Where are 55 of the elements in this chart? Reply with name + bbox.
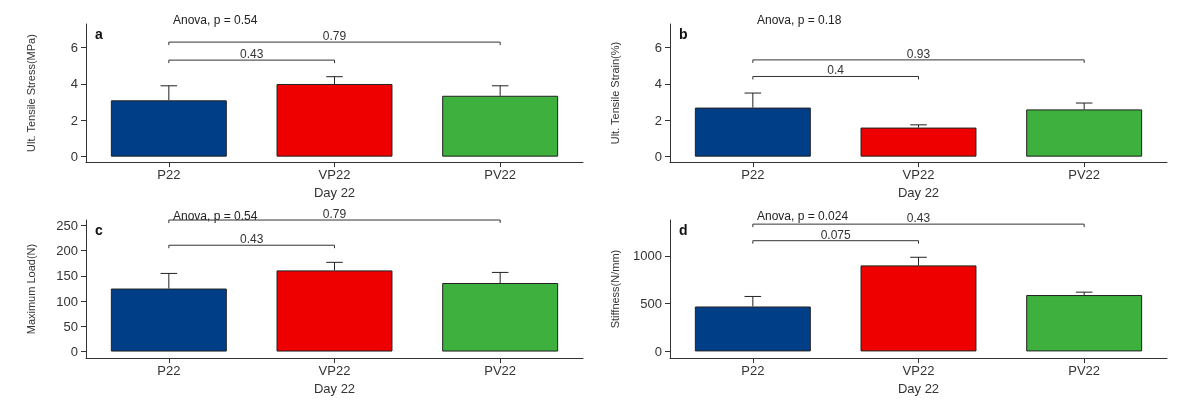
annotation: Anova, p = 0.54 [173,209,258,223]
chart-title: a [95,26,103,42]
x-axis-title: Day 22 [313,381,356,396]
annotation: Anova, p = 0.18 [757,13,842,27]
x-axis-title: Day 22 [313,185,356,200]
y-tick-label: 150 [56,268,78,284]
y-axis-title: Maximum Load(N) [24,243,37,335]
y-axis-title: Ult. Tensile Strain(%) [608,41,621,145]
y-tick-label: 0 [70,149,78,165]
x-tick-label: PV22 [1068,167,1101,183]
y-tick-label: 6 [654,40,662,56]
x-tick-label: PV22 [484,167,517,183]
annotation: Anova, p = 0.54 [173,13,258,27]
annotation: 0.4 [827,63,845,78]
y-tick-label: 1000 [633,248,662,264]
y-tick-label: 250 [56,218,78,234]
x-tick-label: PV22 [484,363,517,379]
x-tick-label: P22 [741,167,765,183]
bar [860,127,977,157]
x-tick-label: VP22 [318,167,351,183]
y-tick-label: 100 [56,293,78,309]
annotation: 0.93 [906,46,931,61]
annotation: 0.43 [239,232,264,247]
x-tick-label: VP22 [902,167,935,183]
x-tick-label: P22 [741,363,765,379]
chart-title: b [679,26,688,42]
chart-title: c [95,222,103,238]
x-axis-title: Day 22 [897,185,940,200]
annotation: Anova, p = 0.024 [757,209,849,223]
y-tick-label: 200 [56,243,78,259]
x-tick-label: VP22 [902,363,935,379]
annotation: 0.79 [322,207,347,222]
y-tick-label: 50 [63,318,78,334]
annotation: 0.075 [820,227,852,242]
bar [1026,295,1143,352]
x-tick-label: VP22 [318,363,351,379]
y-axis-title: Stiffness(N/mm) [608,249,621,329]
y-tick-label: 6 [70,40,78,56]
y-tick-label: 0 [654,343,662,359]
y-tick-label: 2 [70,112,78,128]
y-tick-label: 0 [654,149,662,165]
annotation: 0.79 [322,29,347,44]
y-tick-label: 4 [654,76,662,92]
y-tick-label: 4 [70,76,78,92]
y-tick-label: 2 [654,112,662,128]
x-axis-title: Day 22 [897,381,940,396]
x-tick-label: P22 [157,363,181,379]
annotation: 0.43 [239,47,264,62]
chart-title: d [679,222,688,238]
y-tick-label: 0 [70,344,78,360]
y-tick-label: 500 [640,296,662,312]
annotation: 0.43 [906,211,931,226]
y-axis-title: Ult. Tensile Stress(MPa) [24,34,37,152]
x-tick-label: P22 [157,167,181,183]
x-tick-label: PV22 [1068,363,1101,379]
